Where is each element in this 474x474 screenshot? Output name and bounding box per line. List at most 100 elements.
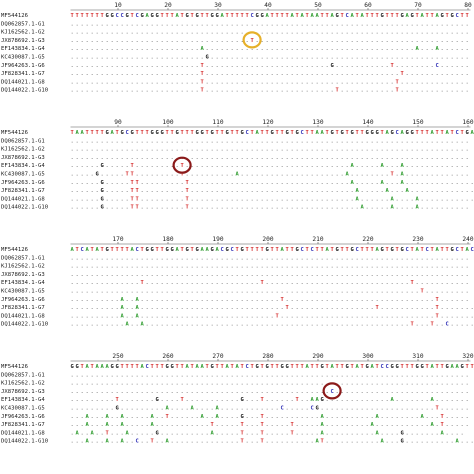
aligned-sequence: .........T.......G....T...........G...T.… [71,397,469,403]
sequence-label: EF143834.1-G4 [1,280,45,286]
sequence-label: DQ062857.1-G1 [1,21,45,27]
ruler-number: 270 [212,353,223,360]
sequence-label: JF828341.1-G7 [1,188,45,194]
sequence-label: KJ162562.1-G2 [1,30,45,36]
highlight-circle [322,382,342,400]
ruler-number: 260 [162,353,173,360]
ruler-number: 180 [162,236,173,243]
sequence-label: JF828341.1-G7 [1,305,45,311]
aligned-sequence: ..........................T.............… [71,88,469,94]
aligned-sequence: .A..A..T...A.....G..........A.....T...T.… [71,430,464,436]
ruler-number: 80 [464,2,472,9]
ruler-number: 160 [462,119,473,126]
aligned-sequence: ........................................… [71,264,469,270]
sequence-label: JF828341.1-G7 [1,422,45,428]
aligned-sequence: ........................................… [71,372,469,378]
ruler-number: 230 [412,236,423,243]
highlight-circle [172,156,192,174]
sequence-label: JX878692.1-G3 [1,38,45,44]
ruler-number: 210 [312,236,323,243]
sequence-label: EF143834.1-G4 [1,397,45,403]
aligned-sequence: ..........A..A..........................… [71,313,474,319]
sequence-label: JX878692.1-G3 [1,155,45,161]
ruler-number: 100 [162,119,173,126]
ruler-number: 140 [362,119,373,126]
sequence-label: DQ062857.1-G1 [1,138,45,144]
sequence-label: DQ062857.1-G1 [1,372,45,378]
highlight-circle [242,31,262,49]
aligned-sequence: ......G.....T.........T.................… [71,163,469,169]
ruler-number: 90 [114,119,122,126]
sequence-label: JX878692.1-G3 [1,272,45,278]
aligned-sequence: ..........................A.............… [71,46,469,52]
aligned-sequence: ........................................… [71,21,469,27]
sequence-label: DQ144021.1-G8 [1,79,45,85]
sequence-label: KJ162562.1-G2 [1,264,45,270]
sequence-label: JF964263.1-G6 [1,180,45,186]
ruler-number: 190 [212,236,223,243]
ruler-number: 240 [462,236,473,243]
aligned-sequence: ...A...A..A.....A..T......A..A....G...T.… [71,414,469,420]
sequence-label: DQ144021.1-G8 [1,430,45,436]
ruler-number: 300 [362,353,373,360]
sequence-label: MF544126 [1,247,28,253]
sequence-label: KJ162562.1-G2 [1,381,45,387]
ruler-number: 110 [212,119,223,126]
sequence-label: JF964263.1-G6 [1,63,45,69]
aligned-sequence: ...A...A..A.....A...........T.....T...T.… [71,422,469,428]
aligned-sequence: ........................................… [71,30,469,36]
ruler-number: 320 [462,353,473,360]
sequence-label: DQ144022.1-G10 [1,88,48,94]
ruler-number: 30 [214,2,222,9]
aligned-sequence: ........................................… [71,138,469,144]
ruler-number: 290 [312,353,323,360]
ruler-number: 220 [362,236,373,243]
sequence-label: MF544126 [1,364,28,370]
ruler-number: 250 [112,353,123,360]
sequence-label: JF828341.1-G7 [1,71,45,77]
sequence-label: JX878692.1-G3 [1,389,45,395]
ruler-number: 170 [112,236,123,243]
aligned-sequence: ..........................T.............… [71,79,469,85]
aligned-sequence: ........................................… [71,389,469,395]
aligned-sequence: ..........................T.............… [71,71,469,77]
sequence-label: DQ144022.1-G10 [1,322,48,328]
sequence-label: DQ144022.1-G10 [1,439,48,445]
aligned-sequence: ........................................… [71,255,469,261]
aligned-sequence: ..........................T.............… [71,63,469,69]
sequence-label: EF143834.1-G4 [1,163,45,169]
aligned-sequence: ........................................… [71,155,469,161]
aligned-sequence: ...A...A..A..C..T..A..............T...T.… [71,439,474,445]
sequence-label: KJ162562.1-G2 [1,147,45,153]
aligned-sequence: ....................................T...… [71,38,469,44]
sequence-label: MF544126 [1,13,28,19]
sequence-label: EF143834.1-G4 [1,46,45,52]
ruler-number: 280 [262,353,273,360]
aligned-sequence: ........................................… [71,272,469,278]
aligned-sequence: ........................................… [71,147,469,153]
sequence-label: MF544126 [1,130,28,136]
ruler-number: 310 [412,353,423,360]
ruler-number: 20 [164,2,172,9]
ruler-number: 120 [262,119,273,126]
sequence-label: KC430087.1-G5 [1,172,45,178]
aligned-sequence: ..........A..A..........................… [71,305,474,311]
aligned-sequence: ..........A..A..........................… [71,297,469,303]
sequence-label: DQ144021.1-G8 [1,196,45,202]
aligned-sequence: ........................................… [71,289,469,295]
sequence-label: KC430087.1-G5 [1,289,45,295]
sequence-label: JF964263.1-G6 [1,297,45,303]
ruler-number: 130 [312,119,323,126]
ruler-number: 10 [114,2,122,9]
sequence-label: JF964263.1-G6 [1,414,45,420]
aligned-sequence: ..............T.......................T.… [71,280,469,286]
aligned-sequence: ........................................… [71,381,469,387]
